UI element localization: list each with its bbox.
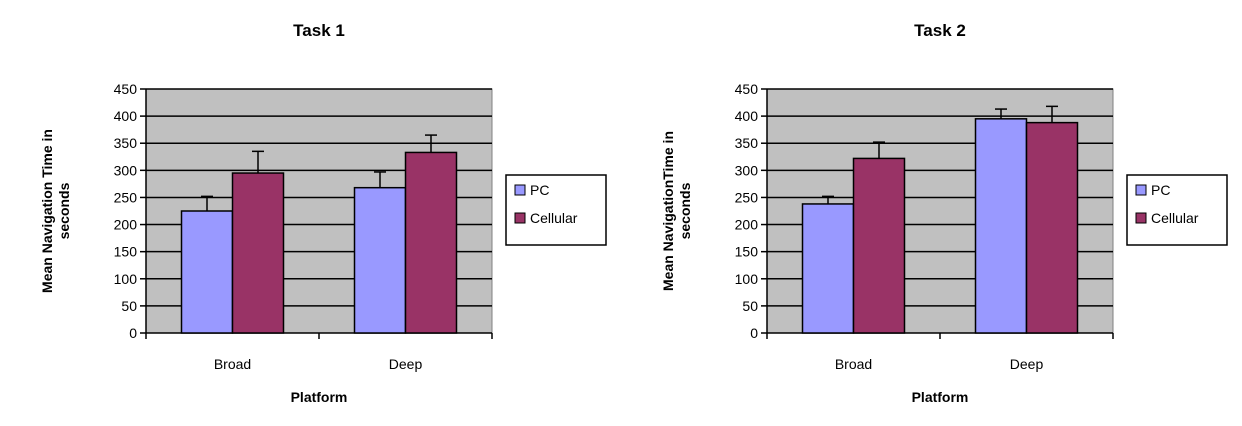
y-axis-title-line-2: seconds (677, 182, 693, 239)
y-tick-label: 150 (114, 244, 138, 260)
legend-label-cellular: Cellular (530, 210, 578, 226)
legend-swatch-pc (514, 184, 526, 196)
legend-swatch-pc (1135, 184, 1147, 196)
x-tick-label: Deep (389, 356, 423, 372)
bar-pc-broad (801, 203, 855, 334)
y-tick-label: 50 (742, 298, 758, 314)
x-axis-title: Platform (291, 389, 348, 405)
chart-task-1: Task 1 0 50 100 150 200 250 300 350 400 450 Broad De… (39, 21, 607, 405)
x-axis-title: Platform (912, 389, 969, 405)
chart-svg: Task 1 0 50 100 150 200 250 300 350 400 450 Broad De… (39, 21, 607, 405)
y-tick-label: 100 (114, 271, 138, 287)
y-tick-label: 450 (735, 81, 759, 97)
bar-pc-broad (180, 210, 234, 334)
legend-swatch-cellular (1135, 212, 1147, 224)
x-tick-label: Broad (835, 356, 872, 372)
bar-cellular-broad (852, 157, 906, 334)
y-tick-label: 300 (114, 162, 138, 178)
y-tick-label: 350 (735, 135, 759, 151)
legend-label-pc: PC (530, 182, 549, 198)
bar-pc-deep (353, 186, 407, 334)
chart-task-2: Task 2 0 50 100 150 200 250 300 350 400 450 Broad De… (621, 0, 1242, 426)
y-tick-label: 400 (735, 108, 759, 124)
chart-title: Task 1 (293, 21, 345, 40)
bar-pc-deep (974, 118, 1028, 334)
chart-title: Task 2 (914, 21, 966, 40)
y-axis-title-line-1: Mean NavigationTime in (660, 131, 676, 291)
chart-svg: Task 2 0 50 100 150 200 250 300 350 400 450 Broad De… (660, 21, 1228, 405)
x-tick-label: Deep (1010, 356, 1044, 372)
y-tick-label: 400 (114, 108, 138, 124)
y-axis-title-line-2: seconds (56, 182, 72, 239)
x-tick-label: Broad (214, 356, 251, 372)
y-tick-label: 0 (129, 325, 137, 341)
y-tick-label: 200 (735, 217, 759, 233)
y-tick-label: 350 (114, 135, 138, 151)
legend-label-cellular: Cellular (1151, 210, 1199, 226)
y-tick-label: 200 (114, 217, 138, 233)
y-tick-label: 50 (121, 298, 137, 314)
y-tick-label: 100 (735, 271, 759, 287)
y-tick-label: 450 (114, 81, 138, 97)
y-tick-label: 250 (114, 189, 138, 205)
bar-cellular-deep (1025, 121, 1079, 334)
legend-swatch-cellular (514, 212, 526, 224)
bar-cellular-deep (404, 151, 458, 334)
y-tick-label: 0 (750, 325, 758, 341)
legend-label-pc: PC (1151, 182, 1170, 198)
y-axis-title-line-1: Mean Navigation Time in (39, 129, 55, 293)
y-tick-label: 150 (735, 244, 759, 260)
y-tick-label: 300 (735, 162, 759, 178)
y-tick-label: 250 (735, 189, 759, 205)
bar-cellular-broad (231, 172, 285, 334)
